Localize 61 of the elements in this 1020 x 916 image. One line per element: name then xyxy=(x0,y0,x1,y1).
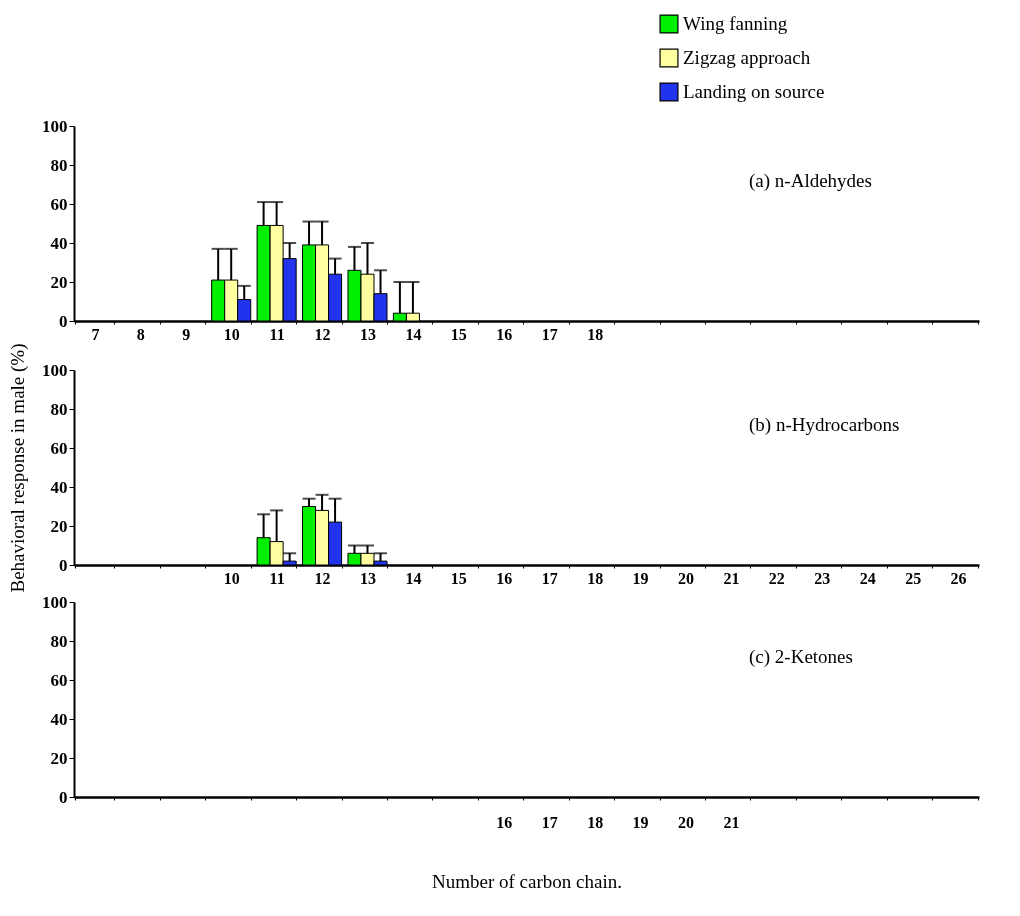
x-tick-label: 16 xyxy=(496,813,513,831)
x-tick-label: 21 xyxy=(723,813,740,831)
x-tick-label: 16 xyxy=(496,569,513,587)
y-tick-label: 80 xyxy=(50,155,68,175)
y-tick-label: 0 xyxy=(59,787,68,807)
x-tick-label: 15 xyxy=(450,569,467,587)
x-tick-label: 14 xyxy=(405,325,422,343)
y-tick-label: 40 xyxy=(50,233,68,253)
y-tick-label: 80 xyxy=(50,399,68,419)
x-tick-label: 17 xyxy=(541,325,558,343)
y-tick-label: 20 xyxy=(50,272,68,292)
y-tick-label: 100 xyxy=(42,360,68,380)
x-tick-label: 25 xyxy=(905,569,922,587)
x-tick-label: 21 xyxy=(723,569,740,587)
x-tick-label: 23 xyxy=(814,569,831,587)
x-tick-label: 12 xyxy=(314,569,331,587)
y-tick-label: 0 xyxy=(59,311,68,331)
x-tick-label: 13 xyxy=(359,325,376,343)
annotation: (b) n-Hydrocarbons xyxy=(749,414,900,436)
y-tick-label: 20 xyxy=(50,748,68,768)
x-tick-label: 24 xyxy=(859,569,876,587)
x-tick-label: 18 xyxy=(587,569,604,587)
x-tick-label: 10 xyxy=(223,325,240,343)
x-tick-label: 26 xyxy=(950,569,967,587)
x-tick-label: 17 xyxy=(541,569,558,587)
x-tick-label: 22 xyxy=(768,569,785,587)
y-axis-title: Behavioral response in male (%) xyxy=(7,343,29,593)
y-tick-label: 20 xyxy=(50,516,68,536)
x-axis-title: Number of carbon chain. xyxy=(432,870,622,892)
x-tick-label: 19 xyxy=(632,813,649,831)
x-tick-label: 8 xyxy=(136,325,145,343)
x-tick-label: 11 xyxy=(269,325,285,343)
x-tick-label: 14 xyxy=(405,569,422,587)
y-tick-label: 80 xyxy=(50,631,68,651)
x-tick-label: 11 xyxy=(269,569,285,587)
x-tick-label: 17 xyxy=(541,813,558,831)
y-tick-label: 0 xyxy=(59,555,68,575)
x-tick-label: 18 xyxy=(587,813,604,831)
y-tick-label: 40 xyxy=(50,709,68,729)
x-tick-label: 20 xyxy=(678,813,695,831)
x-tick-label: 13 xyxy=(359,569,376,587)
x-tick-label: 10 xyxy=(223,569,240,587)
legend-label: Wing fanning xyxy=(683,13,788,34)
y-tick-label: 100 xyxy=(42,592,68,612)
y-tick-label: 60 xyxy=(50,670,68,690)
x-tick-label: 19 xyxy=(632,569,649,587)
y-tick-label: 60 xyxy=(50,438,68,458)
x-tick-label: 9 xyxy=(182,325,191,343)
x-tick-label: 16 xyxy=(496,325,513,343)
legend-label: Landing on source xyxy=(683,81,825,102)
x-tick-label: 7 xyxy=(91,325,100,343)
y-tick-label: 40 xyxy=(50,477,68,497)
x-tick-label: 18 xyxy=(587,325,604,343)
x-tick-label: 12 xyxy=(314,325,331,343)
x-tick-label: 20 xyxy=(678,569,695,587)
annotation: (c) 2-Ketones xyxy=(749,646,853,668)
legend-label: Zigzag approach xyxy=(683,47,811,68)
annotation: (a) n-Aldehydes xyxy=(749,170,872,192)
y-tick-label: 100 xyxy=(42,116,68,136)
x-tick-label: 15 xyxy=(450,325,467,343)
y-tick-label: 60 xyxy=(50,194,68,214)
